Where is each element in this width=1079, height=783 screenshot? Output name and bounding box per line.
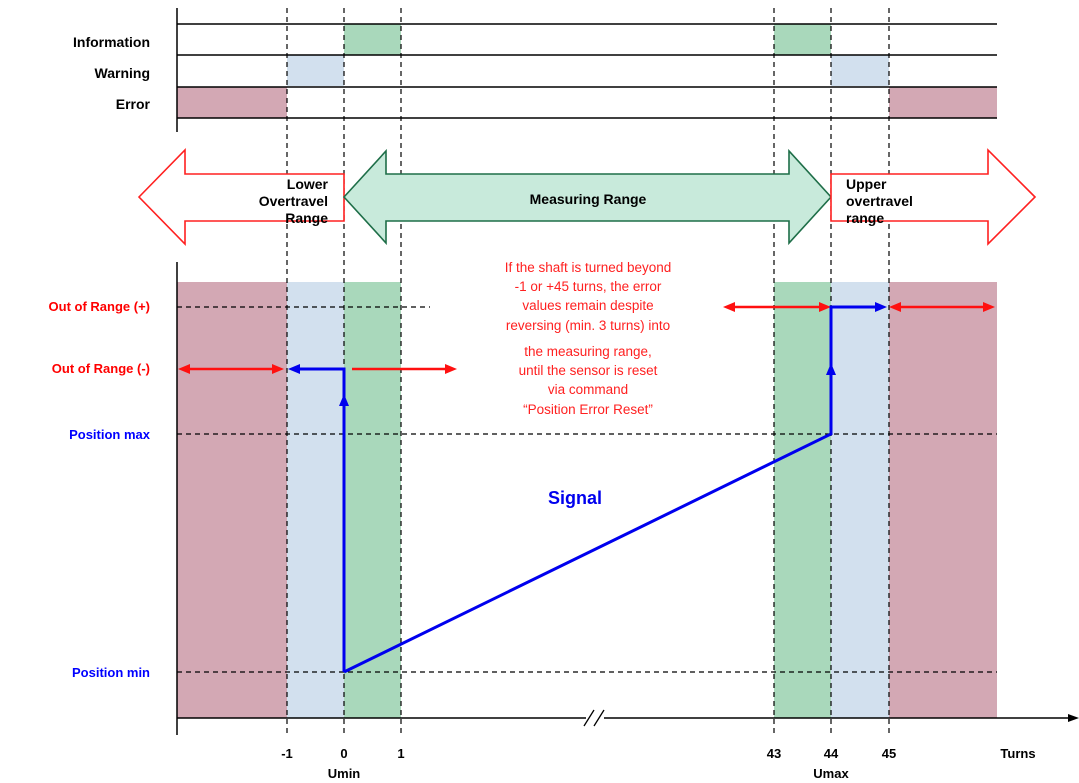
signal-up-arrowhead-high [826, 363, 836, 375]
lower-range-line2: Overtravel [259, 193, 328, 209]
range-arrows: Lower Overtravel Range Measuring Range U… [137, 148, 1037, 246]
umin-label: Umin [328, 766, 361, 781]
out-plus-arrow-right-head-r [983, 302, 995, 312]
tick-label-45: 45 [882, 746, 896, 761]
chart-bands [177, 282, 997, 718]
error-band-low [177, 87, 287, 118]
warning-label: Warning [95, 65, 150, 81]
signal-up-arrowhead-low [339, 394, 349, 406]
error-band-high [889, 87, 997, 118]
error-zone-high [889, 282, 997, 718]
axes [176, 262, 1079, 735]
tick-label-43: 43 [767, 746, 781, 761]
note-line-4: reversing (min. 3 turns) into [506, 318, 670, 333]
out-minus-arrow-right-head [445, 364, 457, 374]
tick-label-minus1: -1 [281, 746, 293, 761]
status-bands: Information Warning Error [73, 8, 997, 132]
information-band-low [344, 24, 401, 55]
information-zone-low [344, 282, 401, 718]
axis-break-left [583, 709, 595, 727]
y-labels: Out of Range (+) Out of Range (-) Positi… [49, 299, 151, 680]
out-of-range-minus-label: Out of Range (-) [52, 361, 150, 376]
lower-range-line1: Lower [287, 176, 329, 192]
warning-band-low [287, 55, 344, 86]
tick-label-1: 1 [397, 746, 404, 761]
out-minus-arrow-left-head-l [178, 364, 190, 374]
measuring-range-label: Measuring Range [530, 191, 647, 207]
signal: Signal [288, 302, 887, 674]
upper-range-line2: overtravel [846, 193, 913, 209]
note-line-6: until the sensor is reset [519, 363, 658, 378]
x-axis-labels: -1 0 1 43 44 45 Turns Umin Umax [281, 746, 1035, 781]
note-line-3: values remain despite [522, 298, 653, 313]
note-line-2: -1 or +45 turns, the error [515, 279, 662, 294]
signal-label: Signal [548, 488, 602, 508]
umax-label: Umax [813, 766, 849, 781]
warning-band-high [831, 55, 889, 86]
error-note: If the shaft is turned beyond -1 or +45 … [505, 260, 672, 417]
signal-upper-arrowhead [875, 302, 887, 312]
note-line-1: If the shaft is turned beyond [505, 260, 672, 275]
out-of-range-plus-label: Out of Range (+) [49, 299, 150, 314]
lower-range-line3: Range [285, 210, 328, 226]
information-label: Information [73, 34, 150, 50]
x-axis-arrowhead [1068, 714, 1079, 722]
warning-zone-high [831, 282, 889, 718]
error-label: Error [116, 96, 151, 112]
axis-break-right [593, 709, 605, 727]
position-max-label: Position max [69, 427, 151, 442]
out-of-range-arrows [178, 302, 995, 374]
signal-lower-arrowhead [288, 364, 300, 374]
tick-label-44: 44 [824, 746, 839, 761]
error-zone-low [177, 282, 287, 718]
upper-overtravel-arrow [830, 148, 1037, 246]
note-line-8: “Position Error Reset” [523, 402, 653, 417]
out-minus-arrow-left-head-r [272, 364, 284, 374]
x-axis-unit: Turns [1000, 746, 1035, 761]
out-plus-arrow-left-head-l [723, 302, 735, 312]
out-plus-arrow-left-head-r [819, 302, 831, 312]
out-plus-arrow-right-head-l [889, 302, 901, 312]
note-line-5: the measuring range, [524, 344, 652, 359]
position-min-label: Position min [72, 665, 150, 680]
signal-lower-path [299, 367, 346, 672]
warning-zone-low [287, 282, 344, 718]
information-band-high [774, 24, 831, 55]
tick-label-0: 0 [340, 746, 347, 761]
information-zone-high [774, 282, 831, 718]
upper-range-line1: Upper [846, 176, 887, 192]
upper-range-line3: range [846, 210, 884, 226]
note-line-7: via command [548, 382, 628, 397]
